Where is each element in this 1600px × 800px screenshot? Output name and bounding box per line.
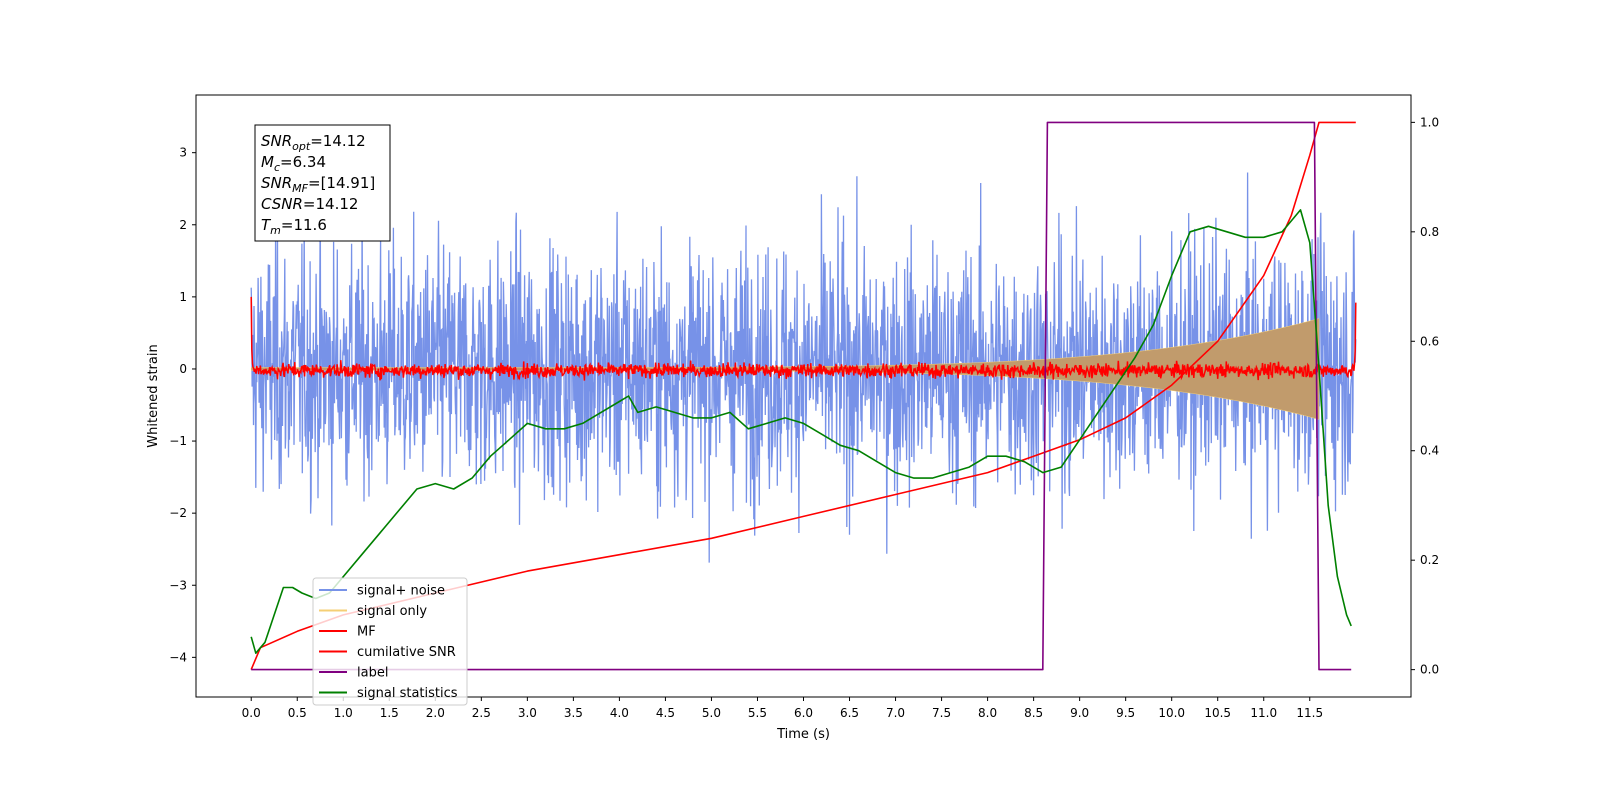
x-tick-label: 9.5: [1116, 706, 1135, 720]
legend-label: signal only: [357, 604, 427, 619]
y-right-tick-label: 0.0: [1420, 663, 1439, 677]
x-tick-label: 2.5: [472, 706, 491, 720]
x-tick-label: 8.0: [978, 706, 997, 720]
x-tick-label: 0.5: [288, 706, 307, 720]
y-right-tick-label: 0.2: [1420, 553, 1439, 567]
legend-label: signal+ noise: [357, 584, 445, 599]
x-tick-label: 11.5: [1296, 706, 1323, 720]
x-tick-label: 5.5: [748, 706, 767, 720]
x-tick-label: 4.5: [656, 706, 675, 720]
annotation-line: CSNR=14.12: [261, 195, 358, 213]
x-tick-label: 1.5: [380, 706, 399, 720]
series-mf: [250, 296, 1357, 381]
y-tick-label: −4: [169, 650, 187, 664]
y-tick-label: −2: [169, 506, 187, 520]
y-axis-label: Whitened strain: [146, 344, 161, 447]
x-tick-label: 0.0: [242, 706, 261, 720]
legend-label: signal statistics: [357, 686, 458, 701]
x-tick-label: 10.5: [1204, 706, 1231, 720]
legend-box: [312, 577, 468, 706]
x-tick-label: 11.0: [1250, 706, 1277, 720]
x-tick-label: 8.5: [1024, 706, 1043, 720]
y-right-tick-label: 0.6: [1420, 334, 1439, 348]
series-signal-noise: [250, 172, 1357, 563]
x-axis: 0.0 0.5 1.0 1.5 2.0 2.5 3.0 3.5 4.0 4.5 5.0 5.5 6.0 6…: [242, 697, 1323, 720]
series-signal-statistics: [250, 209, 1352, 655]
x-tick-label: 6.0: [794, 706, 813, 720]
annotation-line: SNRMF=[14.91]: [261, 174, 375, 195]
y-tick-label: 1: [179, 290, 187, 304]
y-right-tick-label: 1.0: [1420, 115, 1439, 129]
x-tick-label: 7.0: [886, 706, 905, 720]
y-tick-label: −1: [169, 434, 187, 448]
legend-label: label: [357, 666, 388, 681]
y-right-tick-label: 0.4: [1420, 444, 1439, 458]
series-label: [251, 121, 1352, 671]
y-right-tick-label: 0.8: [1420, 225, 1439, 239]
x-axis-label: Time (s): [776, 727, 830, 742]
y-tick-label: −3: [169, 578, 187, 592]
y-axis-right: 1.0 0.8 0.6 0.4 0.2 0.0: [1411, 115, 1439, 677]
y-tick-label: 2: [179, 218, 187, 232]
legend-label: cumilative SNR: [357, 645, 456, 660]
annotation-box: [254, 124, 391, 242]
x-tick-label: 6.5: [840, 706, 859, 720]
x-tick-label: 10.0: [1158, 706, 1185, 720]
y-tick-label: 3: [179, 146, 187, 160]
x-tick-label: 1.0: [334, 706, 353, 720]
x-tick-label: 2.0: [426, 706, 445, 720]
series-layer: [250, 121, 1357, 671]
annotation-line: Tm=11.6: [261, 216, 327, 237]
x-tick-label: 9.0: [1070, 706, 1089, 720]
legend-label: MF: [357, 625, 376, 640]
annotation-line: Mc=6.34: [261, 153, 326, 174]
stats-annotation: SNRopt=14.12Mc=6.34SNRMF=[14.91]CSNR=14.…: [254, 124, 391, 242]
y-tick-label: 0: [179, 362, 187, 376]
x-tick-label: 7.5: [932, 706, 951, 720]
y-axis-left: 3 2 1 0 −1 −2 −3 −4: [169, 146, 196, 664]
annotation-line: SNRopt=14.12: [261, 132, 366, 153]
x-tick-label: 3.5: [564, 706, 583, 720]
x-tick-label: 3.0: [518, 706, 537, 720]
legend: signal+ noise signal only MF cumilative SNR…: [312, 577, 468, 706]
x-tick-label: 4.0: [610, 706, 629, 720]
x-tick-label: 5.0: [702, 706, 721, 720]
